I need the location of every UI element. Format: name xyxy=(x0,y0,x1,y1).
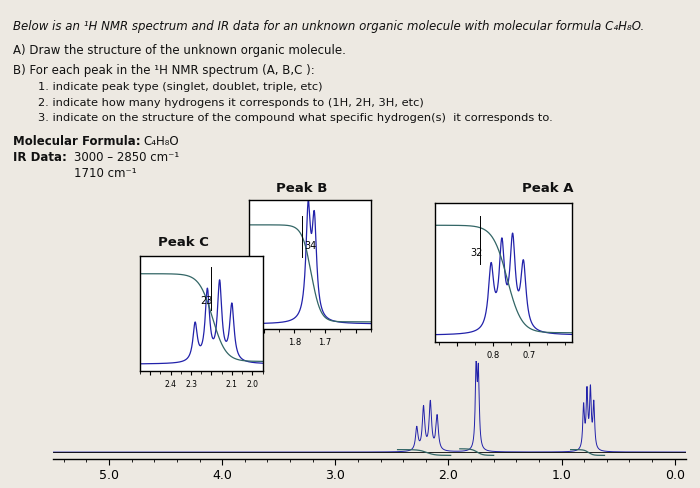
Text: Peak A: Peak A xyxy=(522,182,573,195)
Text: C₄H₈O: C₄H₈O xyxy=(144,135,179,148)
Text: 34: 34 xyxy=(304,242,316,251)
Text: Peak C: Peak C xyxy=(158,236,209,249)
Text: Below is an ¹H NMR spectrum and IR data for an unknown organic molecule with mol: Below is an ¹H NMR spectrum and IR data … xyxy=(13,20,644,33)
Text: 1. indicate peak type (singlet, doublet, triple, etc): 1. indicate peak type (singlet, doublet,… xyxy=(38,82,323,92)
Text: Molecular Formula:: Molecular Formula: xyxy=(13,135,140,148)
Text: 3000 – 2850 cm⁻¹: 3000 – 2850 cm⁻¹ xyxy=(74,151,178,164)
Text: Peak B: Peak B xyxy=(276,182,328,195)
Text: 32: 32 xyxy=(470,248,483,258)
Text: A) Draw the structure of the unknown organic molecule.: A) Draw the structure of the unknown org… xyxy=(13,44,346,57)
Text: 23: 23 xyxy=(200,296,213,305)
Text: B) For each peak in the ¹H NMR spectrum (A, B,C ):: B) For each peak in the ¹H NMR spectrum … xyxy=(13,64,314,78)
Text: IR Data:: IR Data: xyxy=(13,151,66,164)
Text: 1710 cm⁻¹: 1710 cm⁻¹ xyxy=(74,167,136,180)
Text: 2. indicate how many hydrogens it corresponds to (1H, 2H, 3H, etc): 2. indicate how many hydrogens it corres… xyxy=(38,98,424,107)
Text: 3. indicate on the structure of the compound what specific hydrogen(s)  it corre: 3. indicate on the structure of the comp… xyxy=(38,113,553,123)
